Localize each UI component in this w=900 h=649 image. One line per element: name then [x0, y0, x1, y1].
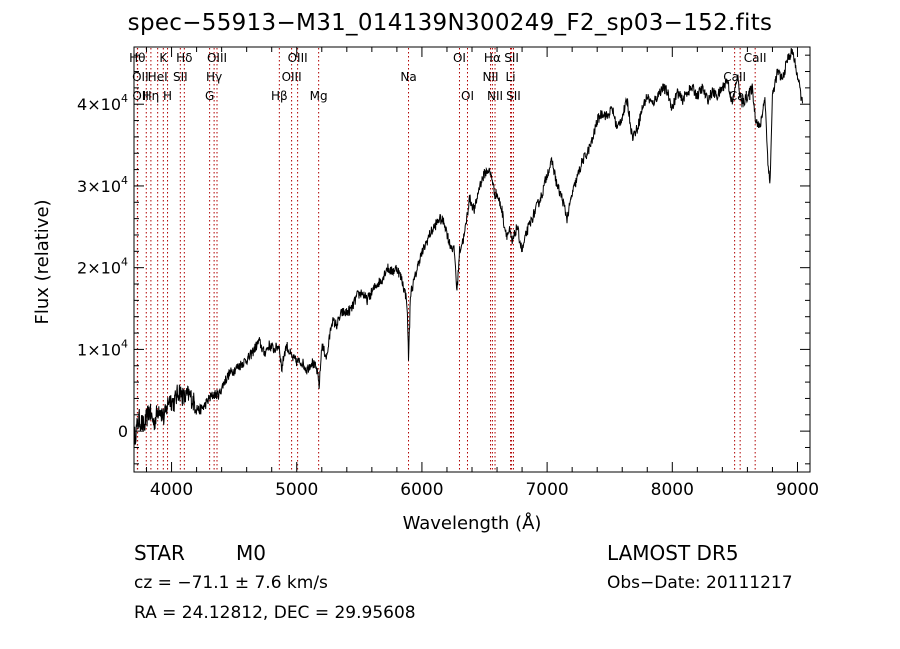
- y-tick-exponent: 4: [121, 256, 128, 269]
- ra-dec: RA = 24.12812, DEC = 29.95608: [134, 603, 416, 623]
- plot-frame: [133, 46, 811, 473]
- line-marker-label: H: [163, 89, 172, 103]
- line-marker-label: CaII: [744, 51, 767, 65]
- x-tick-label: 4000: [150, 480, 193, 500]
- line-marker-label: Hη: [143, 89, 160, 103]
- y-tick-mantissa: 0: [118, 422, 128, 441]
- object-subclass: M0: [236, 541, 266, 565]
- line-marker-label: OII: [132, 70, 149, 84]
- y-tick-mantissa: 2×10: [77, 259, 121, 278]
- y-tick-mantissa: 1×10: [77, 340, 121, 359]
- x-tick-label: 6000: [400, 480, 443, 500]
- line-marker-label: SII: [504, 51, 519, 65]
- flux-line: [133, 48, 803, 448]
- line-marker-label: OIII: [282, 70, 302, 84]
- line-marker-label: Mg: [310, 89, 328, 103]
- y-tick-label: 4×104: [77, 92, 128, 114]
- y-tick-exponent: 4: [121, 174, 128, 187]
- line-marker-label: SII: [173, 70, 188, 84]
- line-marker-label: CaII: [723, 70, 746, 84]
- line-marker-label: NII: [487, 89, 503, 103]
- line-marker-label: OII: [132, 89, 149, 103]
- chart-title: spec−55913−M31_014139N300249_F2_sp03−152…: [127, 10, 773, 36]
- survey-name: LAMOST DR5: [607, 541, 739, 565]
- y-axis-label: Flux (relative): [32, 199, 53, 324]
- line-marker-label: OIII: [207, 51, 227, 65]
- line-marker-label: Hδ: [176, 51, 192, 65]
- line-marker-label: HeI: [148, 70, 168, 84]
- line-marker-label: Hβ: [271, 89, 288, 103]
- y-tick-label: 0: [118, 422, 128, 441]
- flux-series: [133, 48, 803, 448]
- x-tick-label: 7000: [525, 480, 568, 500]
- x-tick-label: 8000: [651, 480, 694, 500]
- y-tick-label: 3×104: [77, 174, 128, 196]
- line-marker-label: Li: [506, 70, 516, 84]
- y-tick-label: 2×104: [77, 256, 128, 278]
- line-marker-label: Na: [400, 70, 416, 84]
- x-tick-label: 9000: [776, 480, 819, 500]
- line-marker-label: OI: [461, 89, 474, 103]
- axis-ticks: [134, 47, 810, 472]
- redshift-cz: cz = −71.1 ± 7.6 km/s: [134, 573, 328, 593]
- line-marker-label: K: [159, 51, 168, 65]
- line-marker-label: SII: [506, 89, 521, 103]
- x-tick-labels: 4000 5000 6000 7000 8000 9000: [150, 480, 819, 500]
- line-marker-label: OIII: [288, 51, 308, 65]
- y-tick-mantissa: 3×10: [77, 177, 121, 196]
- x-axis-label: Wavelength (Å): [403, 512, 542, 534]
- line-marker-label: G: [205, 89, 214, 103]
- y-tick-mantissa: 4×10: [77, 95, 121, 114]
- object-class: STAR: [134, 541, 185, 565]
- x-tick-label: 5000: [275, 480, 318, 500]
- line-marker-label: Hα: [484, 51, 501, 65]
- y-tick-exponent: 4: [121, 92, 128, 105]
- line-marker-label: NII: [482, 70, 498, 84]
- spectral-line-markers: [136, 48, 756, 471]
- line-marker-label: Hγ: [206, 70, 222, 84]
- obs-date: Obs−Date: 20111217: [607, 573, 793, 593]
- line-marker-label: CaII: [729, 89, 752, 103]
- line-marker-label: OI: [453, 51, 466, 65]
- line-marker-label: Hθ: [129, 51, 145, 65]
- y-tick-exponent: 4: [121, 337, 128, 350]
- y-tick-label: 1×104: [77, 337, 128, 359]
